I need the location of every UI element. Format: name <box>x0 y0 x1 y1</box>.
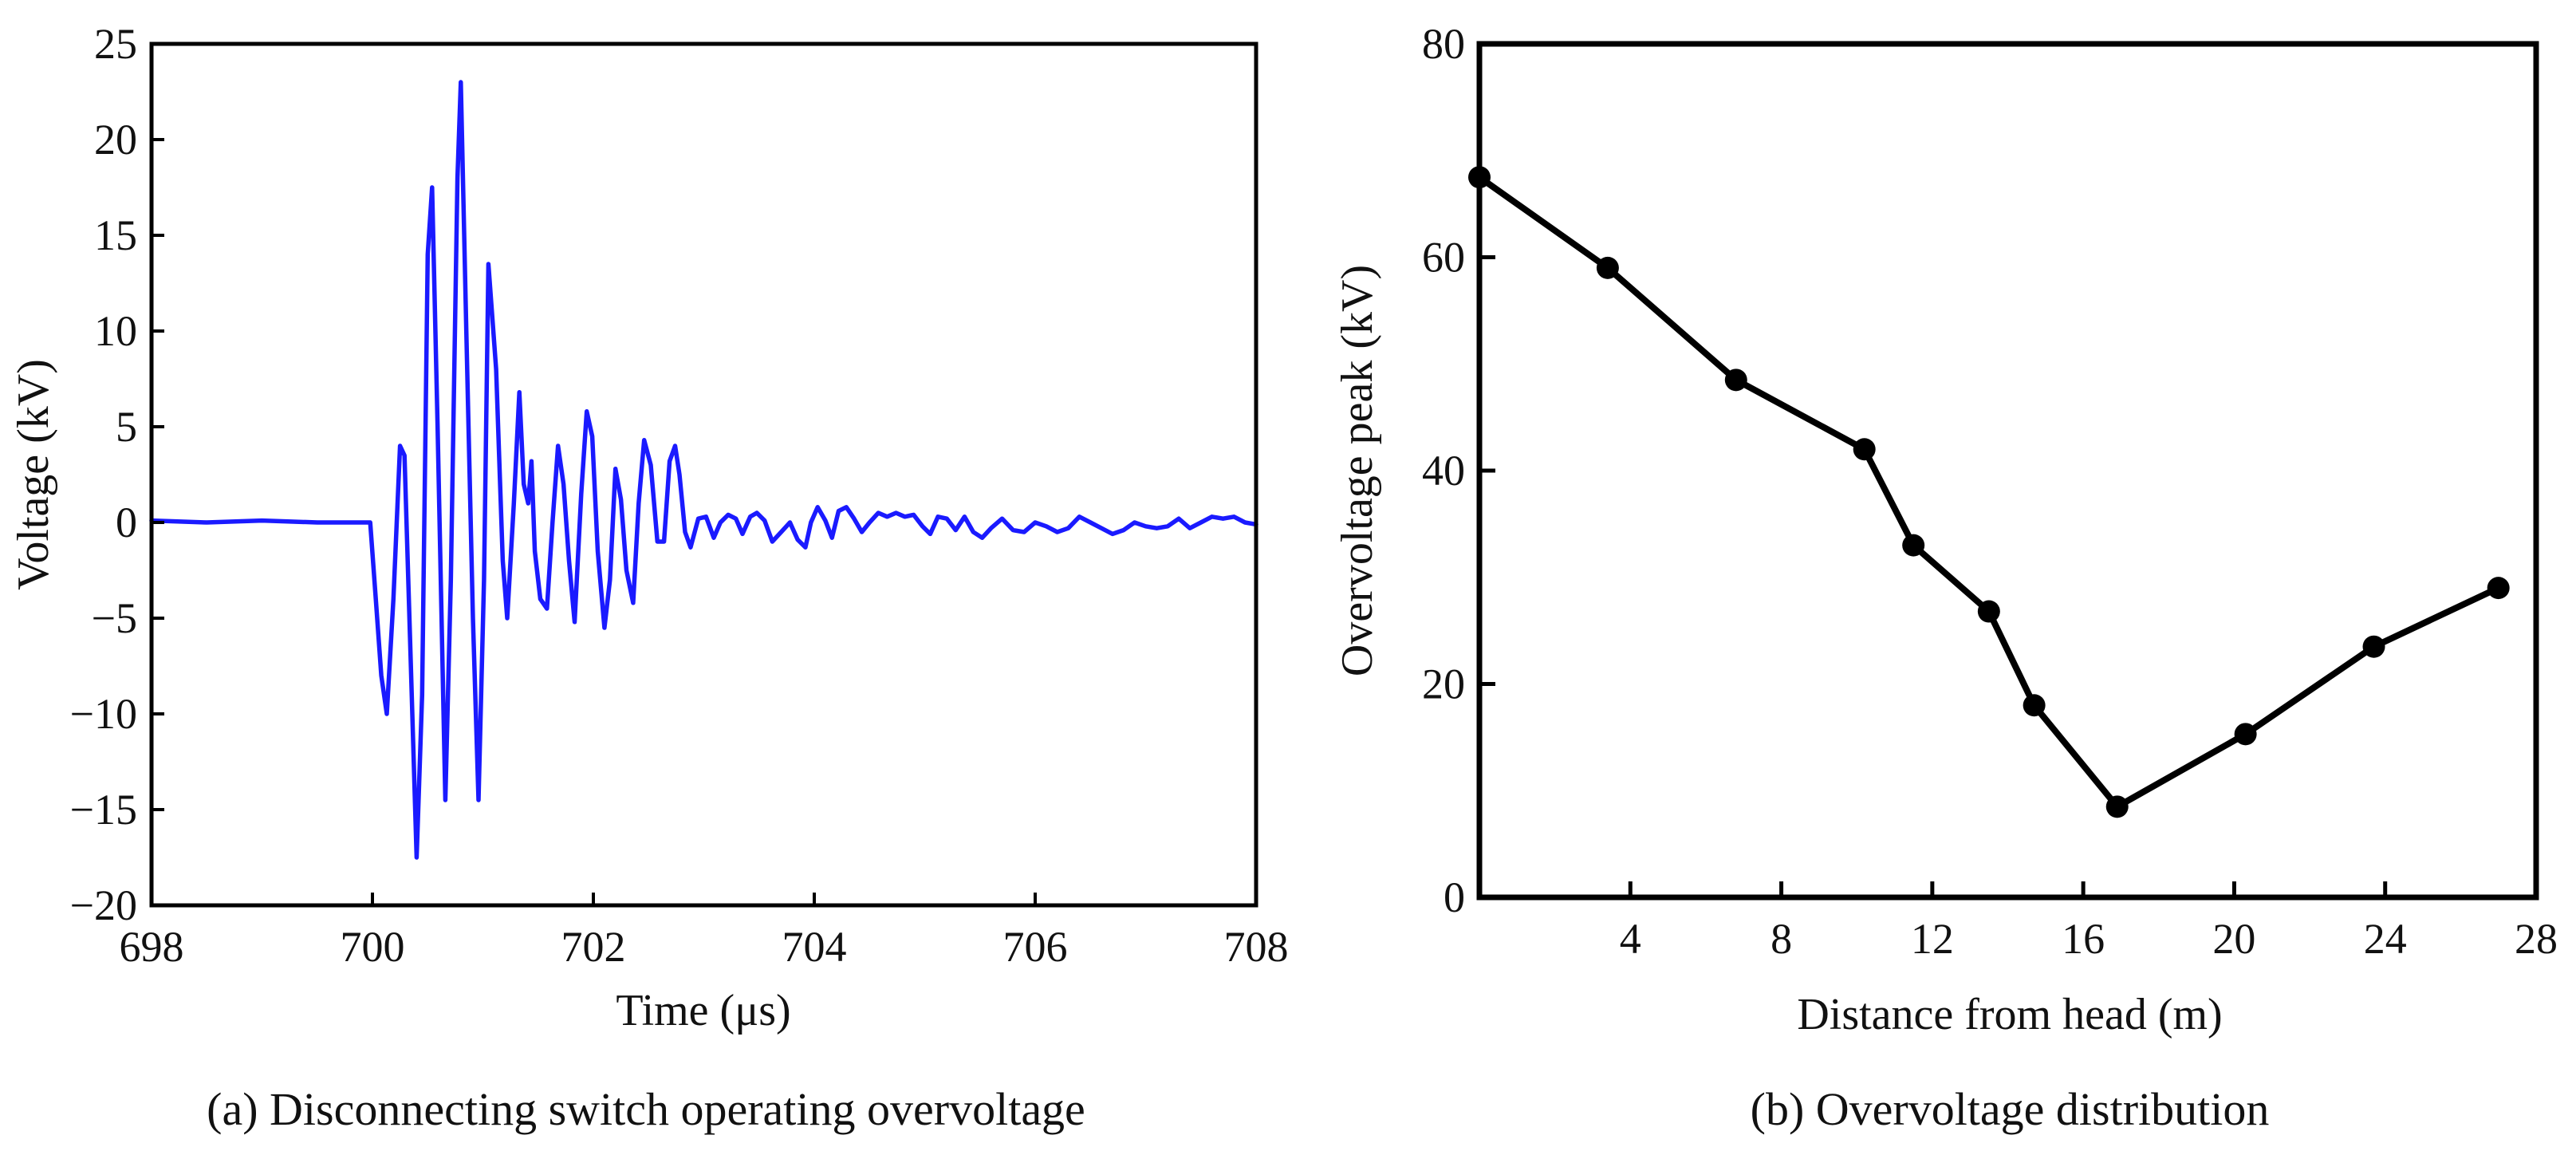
chart-b-data-point <box>1977 600 2000 623</box>
chart-a-series-voltage <box>149 80 1258 860</box>
chart-a-x-axis-label: Time (μs) <box>616 986 790 1035</box>
chart-b-y-tick-label: 80 <box>1422 20 1465 68</box>
chart-a-x-tick-label: 708 <box>1224 923 1289 971</box>
chart-a-y-tick-label: 5 <box>116 403 137 451</box>
chart-a-y-tick-label: −5 <box>92 594 137 642</box>
chart-b-plot-frame <box>1476 41 2539 901</box>
chart-b-x-tick-label: 4 <box>1620 915 1641 963</box>
chart-b-y-tick-label: 60 <box>1422 234 1465 282</box>
chart-b-y-axis-label: Overvoltage peak (kV) <box>1333 265 1382 676</box>
chart-a-y-tick-label: −15 <box>70 786 137 834</box>
chart-b-markers <box>1468 166 2510 818</box>
chart-b-x-tick-label: 24 <box>2364 915 2407 963</box>
chart-b-data-point <box>1596 256 1619 279</box>
chart-b-data-point <box>1902 534 1925 557</box>
chart-b-data-point <box>1853 438 1876 461</box>
chart-a-x-tick-label: 700 <box>341 923 405 971</box>
chart-a-y-tick-label: −20 <box>70 881 137 929</box>
chart-a-y-tick-label: 20 <box>94 116 137 164</box>
chart-b-y-tick-label: 40 <box>1422 447 1465 495</box>
chart-b-series-overvoltage-peak <box>1476 174 2502 810</box>
chart-b-y-tick-label: 0 <box>1444 873 1465 921</box>
chart-a-y-axis-label: Voltage (kV) <box>9 359 58 590</box>
chart-a-y-tick-label: 15 <box>94 211 137 259</box>
chart-a-voltage-waveform: 698 700 702 704 706 708 −20 −15 −10 −5 0 5 10 15 20 25… <box>9 20 1289 1135</box>
chart-b-x-tick-label: 8 <box>1771 915 1792 963</box>
chart-b-data-point <box>2023 694 2046 717</box>
chart-b-y-axis: 0 20 40 60 80 <box>1422 20 1495 921</box>
chart-b-x-tick-label: 20 <box>2212 915 2255 963</box>
chart-b-x-tick-label: 28 <box>2515 915 2558 963</box>
chart-b-x-axis-label: Distance from head (m) <box>1797 990 2222 1039</box>
chart-a-y-tick-label: −10 <box>70 690 137 738</box>
chart-b-x-axis: 4 8 12 16 20 24 28 <box>1620 881 2558 963</box>
chart-b-x-tick-label: 16 <box>2062 915 2105 963</box>
chart-a-x-axis: 698 700 702 704 706 708 <box>120 893 1289 971</box>
chart-b-data-point <box>2105 795 2129 818</box>
chart-a-x-tick-label: 698 <box>120 923 184 971</box>
chart-a-y-tick-label: 0 <box>116 499 137 546</box>
chart-a-x-tick-label: 704 <box>782 923 847 971</box>
chart-a-plot-frame <box>149 41 1258 908</box>
chart-b-x-tick-label: 12 <box>1911 915 1954 963</box>
chart-a-caption: (a) Disconnecting switch operating overv… <box>207 1083 1085 1135</box>
chart-b-data-point <box>2234 723 2257 746</box>
chart-b-data-point <box>1724 369 1747 392</box>
chart-a-y-axis: −20 −15 −10 −5 0 5 10 15 20 25 <box>70 20 164 929</box>
chart-b-overvoltage-distribution: 4 8 12 16 20 24 28 0 20 40 60 80 Distance from hea… <box>1333 20 2558 1135</box>
chart-b-data-point <box>2487 577 2510 600</box>
chart-b-caption: (b) Overvoltage distribution <box>1751 1083 2270 1135</box>
chart-b-data-point <box>2362 635 2385 658</box>
chart-a-y-tick-label: 25 <box>94 20 137 68</box>
chart-a-y-tick-label: 10 <box>94 307 137 355</box>
chart-a-x-tick-label: 702 <box>561 923 626 971</box>
chart-a-x-tick-label: 706 <box>1003 923 1068 971</box>
chart-b-y-tick-label: 20 <box>1422 660 1465 708</box>
